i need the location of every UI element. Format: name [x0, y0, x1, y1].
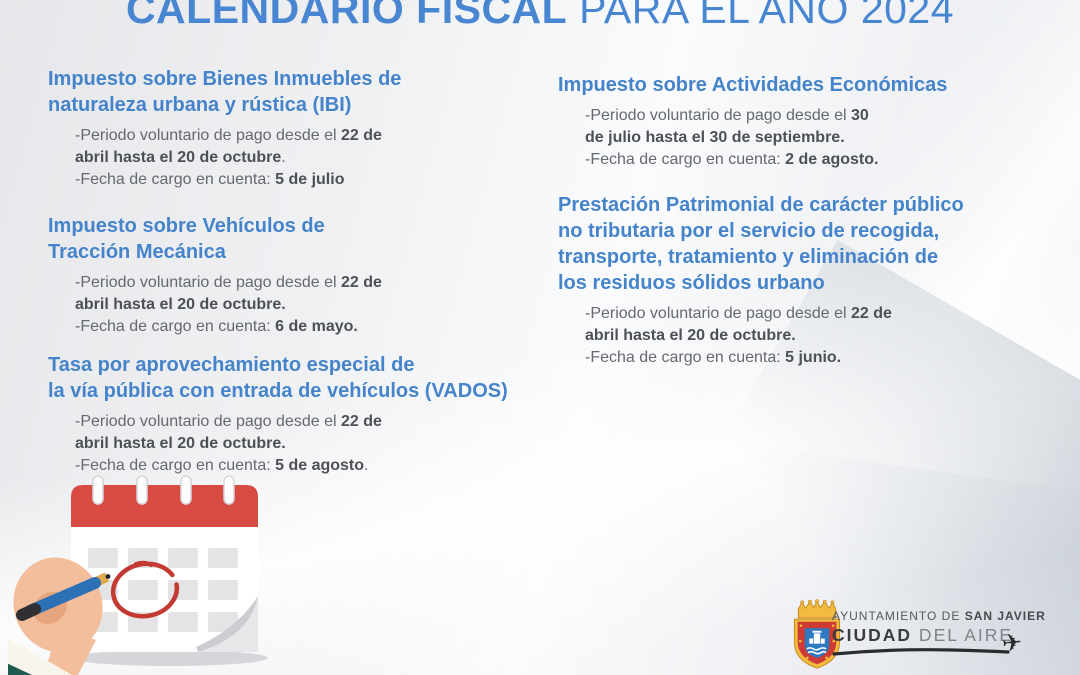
- tax-section-iae: Impuesto sobre Actividades Económicas -P…: [558, 72, 1038, 171]
- tax-detail-line: -Periodo voluntario de pago desde el 22 …: [75, 127, 382, 144]
- tax-detail-line: -Periodo voluntario de pago desde el 22 …: [585, 305, 892, 322]
- tax-section-heading: Impuesto sobre Vehículos de Tracción Mec…: [48, 215, 325, 263]
- page-title: CALENDARIO FISCAL PARA EL AÑO 2024: [0, 0, 1080, 31]
- calendar-illustration: [0, 470, 278, 675]
- tax-detail-line: -Fecha de cargo en cuenta: 5 junio.: [585, 349, 842, 366]
- calendar-with-hand-icon: [0, 475, 268, 675]
- tax-section-heading: Prestación Patrimonial de carácter públi…: [558, 194, 964, 294]
- tax-section-details: -Periodo voluntario de pago desde el 22 …: [48, 411, 588, 477]
- circled-date-mark: [110, 560, 180, 619]
- tax-detail-line: abril hasta el 20 de octubre.: [75, 435, 286, 452]
- tax-detail-line: -Fecha de cargo en cuenta: 6 de mayo.: [75, 318, 358, 335]
- tax-section-heading: Tasa por aprovechamiento especial de la …: [48, 354, 508, 402]
- tax-detail-line: -Fecha de cargo en cuenta: 5 de julio: [75, 171, 345, 188]
- logo-org-name: AYUNTAMIENTO DE SAN JAVIER: [832, 609, 1046, 623]
- tax-section-residuos: Prestación Patrimonial de carácter públi…: [558, 192, 1038, 369]
- tax-section-details: -Periodo voluntario de pago desde el 22 …: [48, 272, 568, 338]
- tax-detail-line: -Fecha de cargo en cuenta: 2 de agosto.: [585, 151, 879, 168]
- tax-section-details: -Periodo voluntario de pago desde el 30 …: [558, 105, 1038, 171]
- san-javier-coat-of-arms-icon: [793, 599, 841, 669]
- tax-detail-line: abril hasta el 20 de octubre.: [75, 296, 286, 313]
- logo-text: AYUNTAMIENTO DE SAN JAVIER CIUDAD DEL AI…: [832, 609, 1046, 646]
- logo-tagline: CIUDAD DEL AIRE: [832, 625, 1014, 645]
- tax-section-details: -Periodo voluntario de pago desde el 22 …: [48, 125, 568, 191]
- tax-section-ibi: Impuesto sobre Bienes Inmuebles de natur…: [48, 66, 568, 191]
- hand-with-pen-icon: [0, 557, 111, 675]
- tax-section-vehiculos: Impuesto sobre Vehículos de Tracción Mec…: [48, 213, 568, 338]
- tax-section-vados: Tasa por aprovechamiento especial de la …: [48, 352, 588, 477]
- tax-section-heading: Impuesto sobre Actividades Económicas: [558, 74, 948, 96]
- page-title-main: CALENDARIO FISCAL: [125, 0, 568, 32]
- tax-section-details: -Periodo voluntario de pago desde el 22 …: [558, 303, 1038, 369]
- tax-detail-line: -Periodo voluntario de pago desde el 30: [585, 107, 869, 124]
- tax-detail-line: abril hasta el 20 de octubre.: [585, 327, 796, 344]
- plane-trail-line: [832, 648, 1010, 656]
- ayuntamiento-logo: AYUNTAMIENTO DE SAN JAVIER CIUDAD DEL AI…: [770, 585, 1070, 675]
- tax-detail-line: -Periodo voluntario de pago desde el 22 …: [75, 274, 382, 291]
- page-title-year: PARA EL AÑO 2024: [567, 0, 955, 32]
- tax-detail-line: -Fecha de cargo en cuenta: 5 de agosto.: [75, 457, 369, 474]
- tax-section-heading: Impuesto sobre Bienes Inmuebles de natur…: [48, 68, 402, 116]
- tax-detail-line: abril hasta el 20 de octubre.: [75, 149, 286, 166]
- plane-icon: ✈: [1000, 629, 1024, 658]
- tax-detail-line: -Periodo voluntario de pago desde el 22 …: [75, 413, 382, 430]
- tax-detail-line: de julio hasta el 30 de septiembre.: [585, 129, 845, 146]
